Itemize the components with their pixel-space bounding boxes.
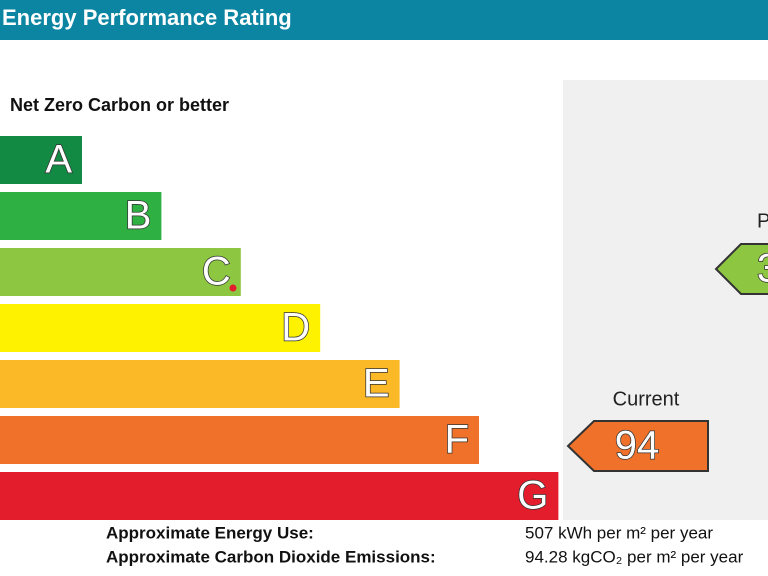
footer-value: 94.28 kgCO₂ per m² per year [525,547,744,566]
potential-value: 3 [757,247,768,291]
scale-caption: Net Zero Carbon or better [10,95,229,115]
band-bar [0,192,162,240]
current-arrow [566,420,709,472]
footer-label: Approximate Energy Use: [106,523,314,542]
current-label: Current [613,388,680,410]
potential-arrow [714,243,768,295]
band-bar [0,136,82,184]
band-bar [0,304,321,352]
band-letter: D [281,306,310,350]
band-letter: C [202,250,231,294]
header-bar [0,0,768,40]
band-bar [0,248,241,296]
footer-value: 507 kWh per m² per year [525,523,713,542]
band-letter: G [517,474,548,518]
band-bar [0,360,400,408]
band-bar [0,472,559,520]
footer-label: Approximate Carbon Dioxide Emissions: [106,547,436,566]
marker-dot [229,284,237,292]
potential-label: Potential [757,210,768,232]
band-letter: B [125,194,152,238]
bands: A B C D E F G [0,136,559,520]
band-letter: F [445,418,469,462]
band-bar [0,416,479,464]
current-value: 94 [615,424,660,468]
band-letter: A [45,138,72,182]
band-letter: E [363,362,390,406]
header-title: Energy Performance Rating [2,5,292,30]
